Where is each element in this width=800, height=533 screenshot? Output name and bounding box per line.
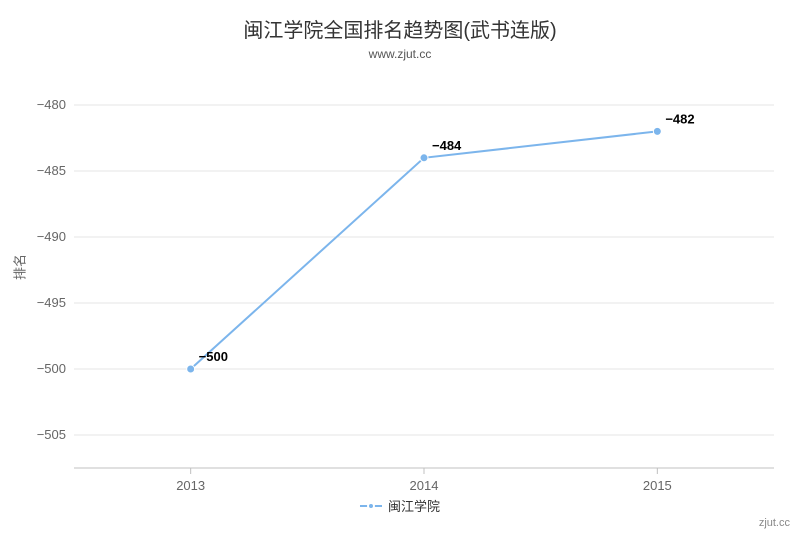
chart-plot: −505 −500 −495 −490 −485 −480 2013 2014 2015 −500… (0, 0, 800, 533)
svg-text:−505: −505 (37, 427, 66, 442)
svg-text:2015: 2015 (643, 478, 672, 493)
svg-text:−484: −484 (432, 138, 462, 153)
legend-label: 闽江学院 (388, 496, 440, 515)
legend-swatch (360, 505, 382, 507)
svg-text:−482: −482 (665, 111, 694, 126)
watermark: zjut.cc (759, 517, 790, 529)
legend[interactable]: 闽江学院 (360, 496, 440, 515)
svg-text:2014: 2014 (410, 478, 439, 493)
svg-text:2013: 2013 (176, 478, 205, 493)
svg-text:−500: −500 (199, 349, 228, 364)
svg-text:−485: −485 (37, 163, 66, 178)
svg-text:−490: −490 (37, 229, 66, 244)
chart-container: 闽江学院全国排名趋势图(武书连版) www.zjut.cc 排名 −505−50… (0, 0, 800, 533)
svg-text:−480: −480 (37, 97, 66, 112)
legend-marker-icon (367, 502, 375, 510)
svg-text:−495: −495 (37, 295, 66, 310)
svg-text:−500: −500 (37, 361, 66, 376)
